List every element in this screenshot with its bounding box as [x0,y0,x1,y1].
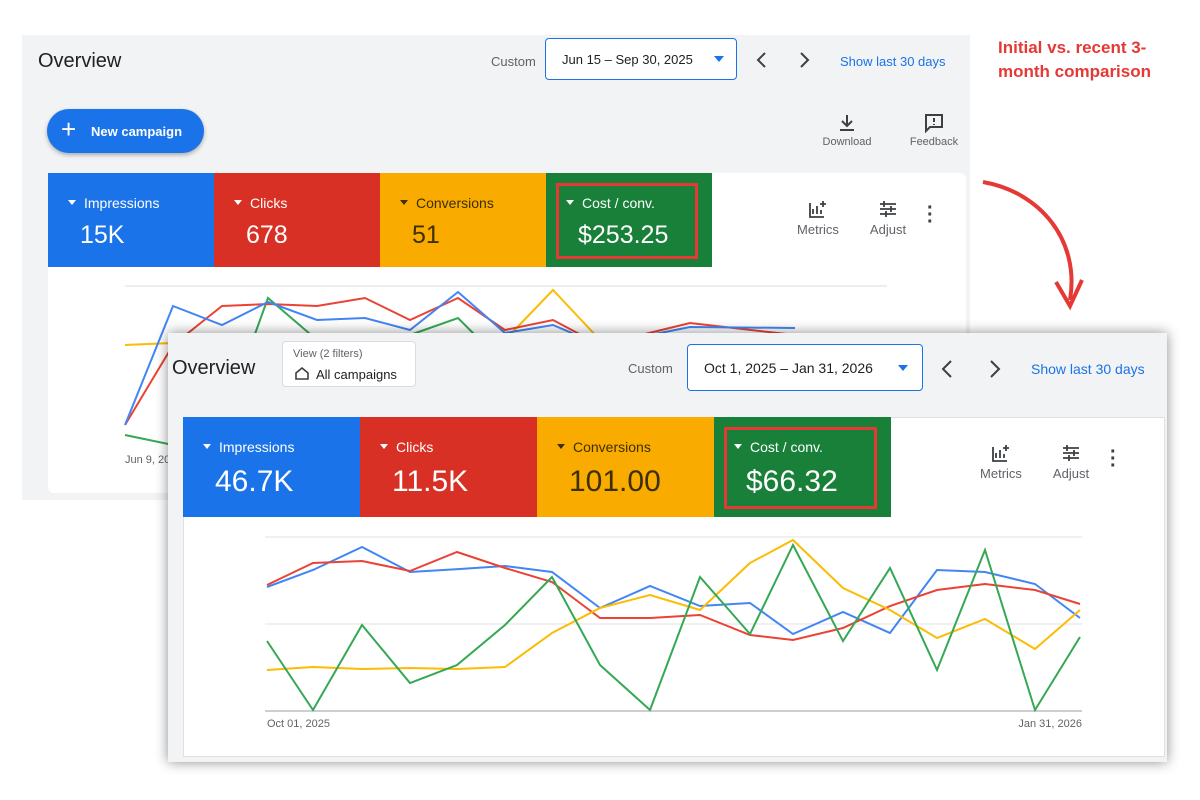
date-range: Oct 1, 2025 – Jan 31, 2026 [704,360,873,376]
arrow [982,180,1084,311]
nav-arrows[interactable] [938,359,1002,379]
metric-value: $66.32 [746,465,838,498]
tool-button[interactable]: Adjust [1043,443,1099,481]
tool-icon [992,445,1009,462]
tool-button[interactable]: Metrics [973,443,1029,481]
feedback-label: Feedback [909,136,959,148]
download-label: Download [822,136,872,148]
feedback-button[interactable]: Feedback [904,113,964,148]
front-chart: Oct 01, 2025 Jan 31, 2026 [265,536,1082,730]
tool-label: Metrics [980,466,1022,481]
front-panel: Overview View (2 filters) All campaigns … [168,333,1167,762]
tool-label: Adjust [869,222,907,237]
metric-card[interactable]: Cost / conv. $253.25 [546,173,712,267]
metric-value: 51 [412,221,440,249]
metric-value: 11.5K [392,465,469,498]
tool-icon [880,201,896,217]
download-button[interactable]: Download [817,113,877,148]
tool-label: Metrics [797,222,839,237]
title: Overview [38,50,122,72]
metric-card[interactable]: Impressions 15K [48,173,214,267]
nav-arrows[interactable] [752,51,812,69]
x-end-label: Jan 31, 2026 [1018,718,1082,730]
plus-icon: + [61,114,77,144]
date-picker[interactable]: Jun 15 – Sep 30, 2025 [545,38,737,80]
feedback-icon [925,114,943,134]
tool-button[interactable]: Metrics [790,199,846,237]
metric-name: Clicks [380,439,433,455]
cost-line [266,542,1081,713]
metric-name: Clicks [234,195,287,211]
custom-label: Custom [491,54,536,69]
more-button[interactable]: · · · [1110,441,1117,477]
show-last-link[interactable]: Show last 30 days [840,54,946,69]
button-label: New campaign [91,124,183,139]
custom-label: Custom [628,361,673,376]
show-last-link[interactable]: Show last 30 days [1031,361,1145,377]
impressions-line [266,545,1081,636]
metric-card[interactable]: Clicks 678 [214,173,380,267]
tool-icon [1063,445,1079,461]
tool-icon [809,201,826,218]
conversions-line [266,538,1081,671]
x-start-label: Oct 01, 2025 [267,718,330,730]
highlight-box [556,183,698,259]
download-icon [840,115,854,131]
metric-card[interactable]: Conversions 101.00 [537,417,714,517]
metric-card[interactable]: Cost / conv. $66.32 [714,417,891,517]
view-filter[interactable]: View (2 filters) All campaigns [282,341,416,387]
home-icon [295,367,309,380]
date-range: Jun 15 – Sep 30, 2025 [562,52,693,67]
dropdown-icon [898,365,908,371]
all-campaigns: All campaigns [316,367,397,382]
metric-card[interactable]: Impressions 46.7K [183,417,360,517]
metric-value: $253.25 [578,221,669,249]
metric-name: Cost / conv. [734,439,823,455]
metric-name: Impressions [203,439,294,455]
metric-name: Impressions [68,195,159,211]
dropdown-icon [714,56,724,62]
new-campaign-button[interactable]: + New campaign [47,109,204,153]
tool-button[interactable]: Adjust [860,199,916,237]
tool-label: Adjust [1052,466,1090,481]
annotation: Initial vs. recent 3-month comparison [998,38,1152,81]
metric-value: 15K [80,221,125,249]
clicks-line [266,550,1081,642]
metric-card[interactable]: Conversions 51 [380,173,546,267]
metric-card[interactable]: Clicks 11.5K [360,417,537,517]
date-picker[interactable]: Oct 1, 2025 – Jan 31, 2026 [687,344,923,391]
metric-name: Cost / conv. [566,195,655,211]
metric-name: Conversions [400,195,494,211]
view-label: View (2 filters) [293,348,363,360]
highlight-box [724,427,877,509]
title: Overview [172,357,256,379]
more-button[interactable]: · · · [927,197,934,233]
metric-value: 46.7K [215,465,294,498]
metric-value: 101.00 [569,465,661,498]
metric-value: 678 [246,221,288,249]
metric-name: Conversions [557,439,651,455]
